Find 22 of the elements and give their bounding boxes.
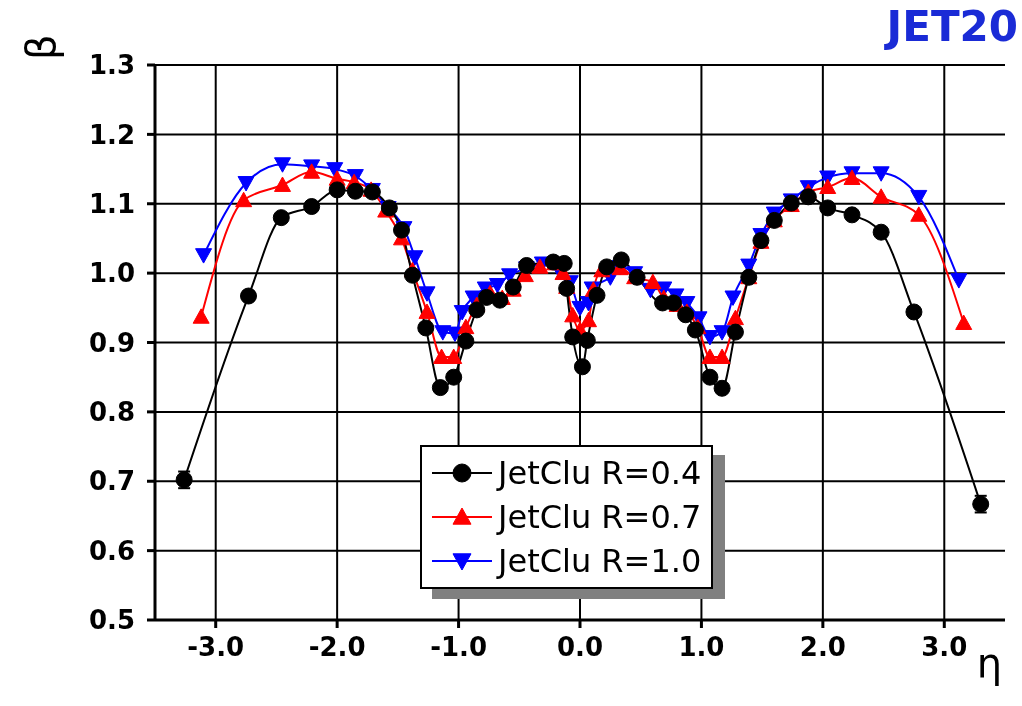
x-tick-label: -1.0: [430, 632, 487, 663]
x-tick-label: 3.0: [921, 632, 968, 663]
x-tick-label: -2.0: [308, 632, 366, 663]
legend-label: JetClu R=0.4: [498, 454, 702, 492]
x-tick-label: 0.0: [556, 632, 604, 663]
y-tick-label: 0.8: [88, 397, 135, 428]
x-tick-label: 2.0: [799, 632, 846, 663]
x-tick-label: 1.0: [678, 632, 725, 663]
y-tick-label: 1.2: [88, 119, 135, 150]
y-tick-label: 1.3: [88, 50, 135, 81]
y-tick-label: 0.9: [88, 327, 135, 358]
x-tick-label: -3.0: [187, 632, 245, 663]
y-tick-label: 0.6: [88, 535, 135, 566]
x-axis-title: η: [976, 640, 1002, 686]
y-tick-label: 1.1: [88, 188, 135, 219]
legend-label: JetClu R=1.0: [498, 542, 702, 580]
y-tick-label: 0.5: [88, 605, 135, 636]
legend-label: JetClu R=0.7: [498, 498, 702, 536]
chart-title: JET20: [886, 2, 1018, 51]
y-tick-label: 1.0: [88, 258, 135, 289]
y-tick-label: 0.7: [88, 466, 135, 497]
y-axis-title: β: [18, 34, 64, 60]
